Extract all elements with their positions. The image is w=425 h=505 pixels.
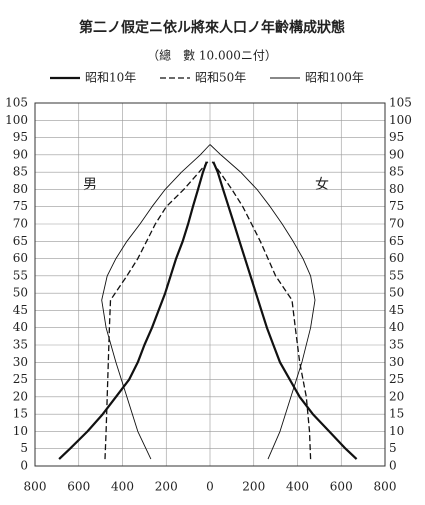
y2-tick-label: 95	[389, 130, 404, 144]
y2-tick-label: 0	[389, 459, 397, 473]
x-tick-label: 400	[111, 480, 134, 494]
legend-label: 昭和50年	[195, 71, 246, 85]
y-tick-label: 50	[13, 286, 28, 300]
y2-tick-label: 60	[389, 251, 404, 265]
y-tick-label: 75	[13, 199, 28, 213]
y-tick-label: 5	[20, 441, 28, 455]
x-tick-label: 800	[24, 480, 47, 494]
chart-subtitle: （總 數 10.000ニ付）	[147, 48, 277, 63]
y2-tick-label: 45	[389, 303, 404, 317]
y-tick-label: 45	[13, 303, 28, 317]
male-label: 男	[83, 177, 97, 193]
chart-title: 第二ノ假定ニ依ル將來人口ノ年齡構成狀態	[79, 19, 345, 36]
y2-tick-label: 80	[389, 182, 404, 196]
y2-tick-label: 40	[389, 320, 404, 334]
y2-tick-label: 105	[389, 96, 412, 110]
y-tick-label: 90	[13, 147, 28, 161]
x-tick-label: 200	[155, 480, 178, 494]
y2-tick-label: 5	[389, 441, 397, 455]
x-tick-label: 0	[206, 480, 214, 494]
male-line	[58, 161, 208, 460]
legend-label: 昭和10年	[85, 71, 136, 85]
y-tick-label: 30	[13, 355, 28, 369]
y2-tick-label: 75	[389, 199, 404, 213]
plot-frame	[34, 102, 386, 467]
y-tick-label: 25	[13, 372, 28, 386]
x-tick-label: 400	[286, 480, 309, 494]
y2-tick-label: 30	[389, 355, 404, 369]
female-line	[211, 161, 312, 460]
female-line	[209, 144, 316, 460]
y-tick-label: 15	[13, 407, 28, 421]
female-label: 女	[315, 176, 329, 193]
y-tick-label: 65	[13, 234, 28, 248]
y-tick-label: 105	[5, 96, 28, 110]
y2-tick-label: 85	[389, 165, 404, 179]
y-tick-label: 60	[13, 251, 28, 265]
y-tick-label: 100	[5, 113, 28, 127]
y2-tick-label: 15	[389, 407, 404, 421]
y2-tick-label: 50	[389, 286, 404, 300]
y-tick-label: 20	[13, 389, 28, 403]
y2-tick-label: 55	[389, 268, 404, 282]
x-tick-label: 600	[330, 480, 353, 494]
y2-tick-label: 25	[389, 372, 404, 386]
x-tick-label: 200	[242, 480, 265, 494]
y2-tick-label: 35	[389, 338, 404, 352]
female-line	[212, 161, 358, 460]
y-tick-label: 40	[13, 320, 28, 334]
y-tick-label: 10	[13, 424, 28, 438]
y2-tick-label: 10	[389, 424, 404, 438]
y2-tick-label: 20	[389, 389, 404, 403]
y-tick-label: 85	[13, 165, 28, 179]
y2-tick-label: 65	[389, 234, 404, 248]
male-line	[104, 161, 209, 460]
y2-tick-label: 90	[389, 147, 404, 161]
y-tick-label: 0	[20, 459, 28, 473]
x-tick-label: 800	[374, 480, 397, 494]
y-tick-label: 35	[13, 338, 28, 352]
y-tick-label: 80	[13, 182, 28, 196]
y-tick-label: 55	[13, 268, 28, 282]
x-tick-label: 600	[67, 480, 90, 494]
y2-tick-label: 100	[389, 113, 412, 127]
y2-tick-label: 70	[389, 217, 404, 231]
y-tick-label: 95	[13, 130, 28, 144]
y-tick-label: 70	[13, 217, 28, 231]
legend-label: 昭和100年	[305, 71, 364, 85]
male-line	[101, 144, 211, 460]
